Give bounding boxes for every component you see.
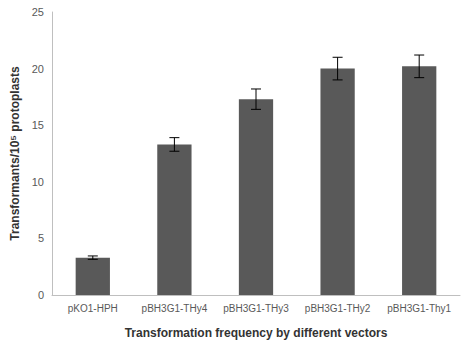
svg-text:pBH3G1-THy4: pBH3G1-THy4: [142, 303, 208, 314]
svg-text:pBH3G1-Thy1: pBH3G1-Thy1: [387, 303, 451, 314]
svg-text:20: 20: [32, 63, 44, 75]
svg-text:5: 5: [38, 232, 44, 244]
svg-text:10: 10: [32, 176, 44, 188]
svg-text:Transformants/10⁵ protoplasts: Transformants/10⁵ protoplasts: [8, 66, 22, 241]
svg-text:pBH3G1-THy2: pBH3G1-THy2: [305, 303, 371, 314]
svg-text:pBH3G1-THy3: pBH3G1-THy3: [223, 303, 289, 314]
svg-text:Transformation frequency by di: Transformation frequency by different ve…: [125, 326, 388, 340]
svg-text:25: 25: [32, 6, 44, 18]
svg-text:pKO1-HPH: pKO1-HPH: [68, 303, 118, 314]
svg-text:0: 0: [38, 289, 44, 301]
svg-text:15: 15: [32, 119, 44, 131]
